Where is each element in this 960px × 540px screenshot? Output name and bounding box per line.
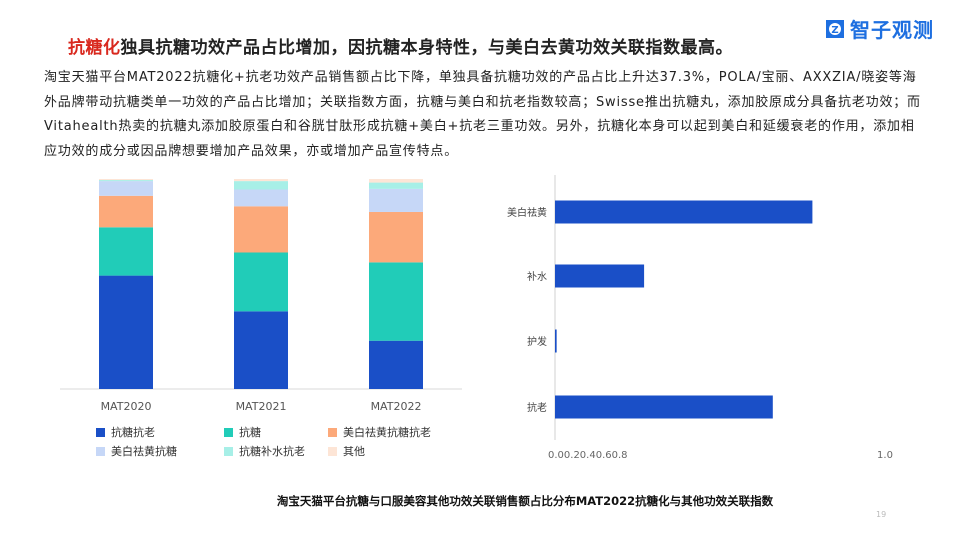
legend-swatch [224,446,233,456]
x-tick-label: MAT2020 [101,400,152,413]
legend-item: 美白祛黄抗糖抗老 [328,424,431,440]
bar-segment [99,227,153,276]
legend-label: 其他 [343,445,365,458]
x-tick-label: MAT2022 [371,400,422,413]
bar-segment [99,179,153,181]
bar-segment [369,211,423,263]
bar-segment [234,206,288,253]
bar-segment [234,311,288,389]
bar-segment [234,189,288,207]
legend-label: 抗糖补水抗老 [239,445,305,458]
legend-label: 美白祛黄抗糖抗老 [343,426,431,439]
legend-swatch [96,427,105,437]
y-tick-label: 补水 [527,270,547,283]
legend-swatch [328,446,337,456]
legend-item: 其他 [328,443,365,459]
bar-segment [99,181,153,196]
legend-swatch [96,446,105,456]
y-tick-label: 护发 [527,335,547,348]
bar-segment [369,188,423,212]
title-highlight: 抗糖化 [68,38,121,58]
bar-segment [234,179,288,182]
svg-text:Z: Z [831,25,838,36]
legend-item: 抗糖抗老 [96,424,155,440]
legend-swatch [328,427,337,437]
page-title: 抗糖化独具抗糖功效产品占比增加，因抗糖本身特性，与美白去黄功效关联指数最高。 [68,33,733,58]
bar-segment [99,275,153,389]
body-paragraph: 淘宝天猫平台MAT2022抗糖化+抗老功效产品销售额占比下降，单独具备抗糖功效的… [44,70,921,159]
logo-text: 智子观测 [850,18,934,42]
legend-item: 抗糖补水抗老 [224,443,305,459]
legend-label: 抗糖抗老 [111,426,155,439]
bar-segment [234,181,288,190]
x-tick-label: 1.0 [877,450,893,461]
logo-icon: Z [826,19,844,38]
bar-segment [369,262,423,341]
legend-label: 抗糖 [239,426,261,439]
bar [555,395,773,419]
title-rest: 独具抗糖功效产品占比增加，因抗糖本身特性，与美白去黄功效关联指数最高。 [120,38,733,58]
legend-item: 抗糖 [224,424,261,440]
legend-swatch [224,427,233,437]
bar [555,264,645,288]
bar-segment [99,195,153,228]
stacked-bar-chart: MAT2020 MAT2021 MAT2022 [60,179,462,413]
x-tick-label: MAT2021 [236,400,287,413]
bar-segment [369,182,423,189]
bar [555,329,557,353]
brand-logo: Z 智子观测 [824,14,934,43]
bar-segment [369,179,423,183]
bar-segment [369,340,423,389]
page-number: 19 [876,510,887,519]
bar-segment [234,252,288,312]
bar [555,200,813,224]
legend-item: 美白祛黄抗糖 [96,443,177,459]
y-tick-label: 抗老 [527,401,547,414]
bar-segment [99,180,153,182]
y-tick-label: 美白祛黄 [507,206,547,219]
legend-label: 美白祛黄抗糖 [111,445,177,458]
chart-caption: 淘宝天猫平台抗糖与口服美容其他功效关联销售额占比分布MAT2022抗糖化与其他功… [276,494,774,508]
x-tick-label: 0.00.20.40.60.8 [548,450,628,461]
